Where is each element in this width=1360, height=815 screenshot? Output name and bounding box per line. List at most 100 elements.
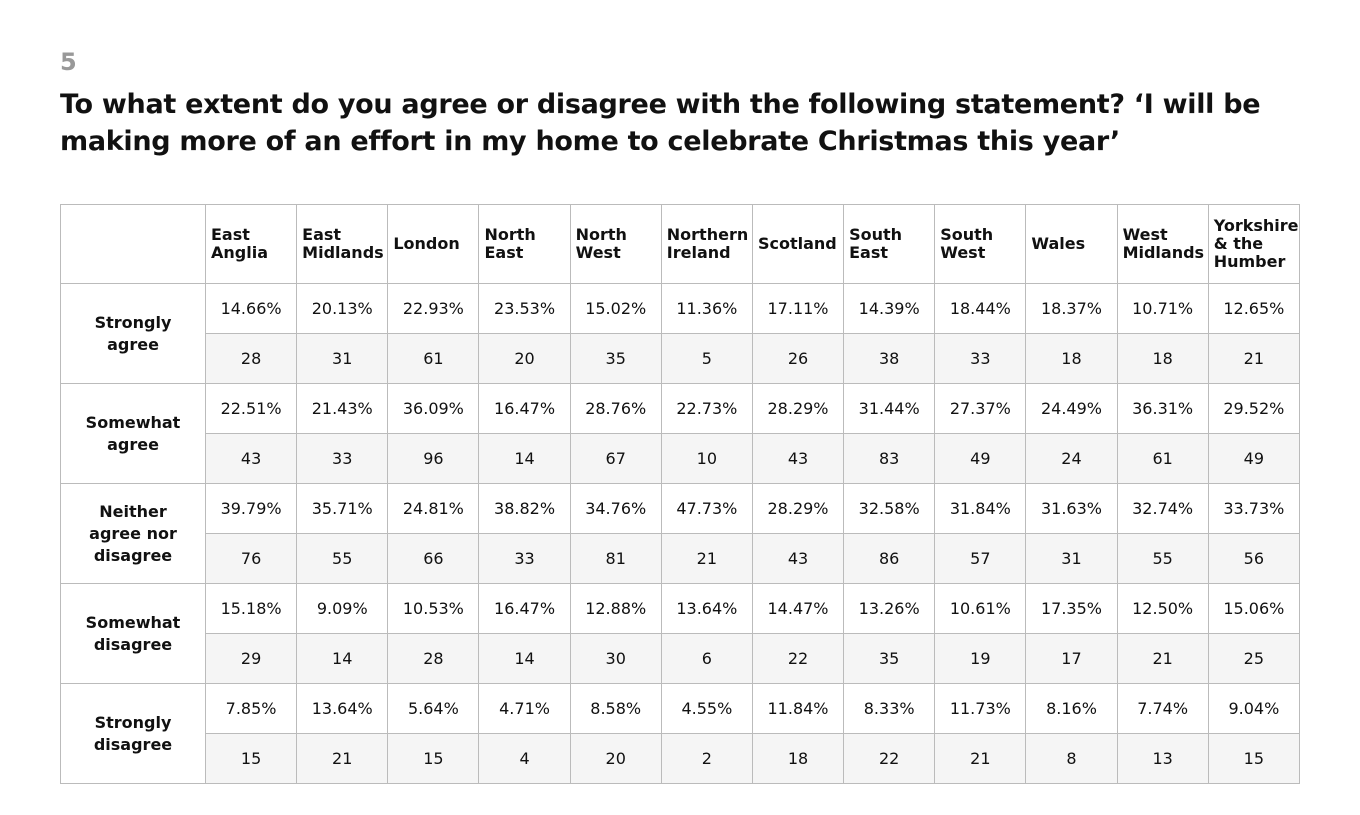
- percent-row: Strongly disagree 7.85% 13.64% 5.64% 4.71% 8.…: [60, 683, 1301, 784]
- percent-cell: 17.35%: [1025, 583, 1118, 634]
- percent-cell: 14.47%: [751, 583, 845, 634]
- percent-cell: 10.53%: [387, 583, 480, 634]
- percent-cell: 10.61%: [934, 583, 1027, 634]
- count-cell: 18: [1025, 333, 1118, 384]
- percent-cell: 11.84%: [751, 683, 845, 734]
- count-cell: 13: [1116, 733, 1209, 784]
- row-label: Strongly disagree: [60, 683, 206, 784]
- count-cell: 28: [204, 333, 298, 384]
- percent-cell: 17.11%: [751, 283, 845, 334]
- percent-cell: 15.18%: [204, 583, 298, 634]
- percent-row: Somewhat disagree 15.18% 9.09% 10.53% 16.47%…: [60, 583, 1301, 684]
- percent-cell: 7.85%: [204, 683, 298, 734]
- count-cell: 2: [660, 733, 753, 784]
- percent-cell: 11.36%: [660, 283, 753, 334]
- percent-cell: 21.43%: [296, 383, 389, 434]
- count-cell: 49: [1207, 433, 1301, 484]
- percent-cell: 16.47%: [478, 383, 571, 434]
- percent-cell: 12.65%: [1207, 283, 1301, 334]
- percent-cell: 36.31%: [1116, 383, 1209, 434]
- count-cell: 43: [751, 433, 845, 484]
- column-header: South East: [843, 204, 936, 284]
- count-cell: 57: [934, 533, 1027, 584]
- column-header: West Midlands: [1116, 204, 1209, 284]
- count-cell: 21: [1116, 633, 1209, 684]
- count-cell: 81: [569, 533, 662, 584]
- count-row: 29 14 28 14 30 6 22 35 19 17 21 25: [61, 633, 1301, 684]
- percent-cell: 29.52%: [1207, 383, 1301, 434]
- percent-row: Somewhat agree 22.51% 21.43% 36.09% 16.47% 28…: [60, 383, 1301, 484]
- percent-cell: 28.76%: [569, 383, 662, 434]
- column-header: North East: [478, 204, 571, 284]
- count-row: 28 31 61 20 35 5 26 38 33 18 18 21: [61, 333, 1301, 384]
- percent-cell: 15.06%: [1207, 583, 1301, 634]
- count-cell: 76: [204, 533, 298, 584]
- percent-cell: 28.29%: [751, 483, 845, 534]
- count-cell: 15: [1207, 733, 1301, 784]
- percent-cell: 12.88%: [569, 583, 662, 634]
- percent-cell: 32.74%: [1116, 483, 1209, 534]
- count-cell: 15: [204, 733, 298, 784]
- count-cell: 55: [296, 533, 389, 584]
- count-cell: 18: [1116, 333, 1209, 384]
- percent-cell: 47.73%: [660, 483, 753, 534]
- header-row: East Anglia East Midlands London North East…: [60, 204, 1301, 284]
- percent-cell: 8.58%: [569, 683, 662, 734]
- percent-cell: 18.44%: [934, 283, 1027, 334]
- question-title: To what extent do you agree or disagree …: [60, 89, 1261, 157]
- percent-cell: 8.33%: [843, 683, 936, 734]
- percent-cell: 28.29%: [751, 383, 845, 434]
- percent-cell: 15.02%: [569, 283, 662, 334]
- count-cell: 25: [1207, 633, 1301, 684]
- count-cell: 21: [660, 533, 753, 584]
- percent-cell: 13.26%: [843, 583, 936, 634]
- count-cell: 38: [843, 333, 936, 384]
- percent-cell: 31.84%: [934, 483, 1027, 534]
- count-cell: 15: [387, 733, 480, 784]
- count-cell: 86: [843, 533, 936, 584]
- percent-cell: 4.55%: [660, 683, 753, 734]
- count-cell: 18: [751, 733, 845, 784]
- percent-cell: 22.93%: [387, 283, 480, 334]
- count-cell: 6: [660, 633, 753, 684]
- percent-cell: 33.73%: [1207, 483, 1301, 534]
- row-label: Neither agree nor disagree: [60, 483, 206, 584]
- count-cell: 31: [1025, 533, 1118, 584]
- percent-cell: 35.71%: [296, 483, 389, 534]
- percent-cell: 12.50%: [1116, 583, 1209, 634]
- percent-cell: 13.64%: [660, 583, 753, 634]
- percent-cell: 9.04%: [1207, 683, 1301, 734]
- count-cell: 22: [843, 733, 936, 784]
- count-cell: 33: [934, 333, 1027, 384]
- column-header: Wales: [1025, 204, 1118, 284]
- count-cell: 8: [1025, 733, 1118, 784]
- percent-cell: 16.47%: [478, 583, 571, 634]
- count-cell: 43: [204, 433, 298, 484]
- percent-cell: 10.71%: [1116, 283, 1209, 334]
- percent-cell: 18.37%: [1025, 283, 1118, 334]
- count-cell: 33: [478, 533, 571, 584]
- count-cell: 10: [660, 433, 753, 484]
- question-number: 5: [60, 48, 77, 76]
- percent-cell: 5.64%: [387, 683, 480, 734]
- column-header: London: [387, 204, 480, 284]
- count-cell: 35: [843, 633, 936, 684]
- results-table: East Anglia East Midlands London North East…: [60, 204, 1301, 784]
- count-cell: 67: [569, 433, 662, 484]
- percent-cell: 34.76%: [569, 483, 662, 534]
- percent-cell: 20.13%: [296, 283, 389, 334]
- count-cell: 5: [660, 333, 753, 384]
- percent-cell: 24.81%: [387, 483, 480, 534]
- column-header: East Anglia: [204, 204, 298, 284]
- count-cell: 14: [478, 433, 571, 484]
- count-cell: 26: [751, 333, 845, 384]
- percent-cell: 31.44%: [843, 383, 936, 434]
- percent-cell: 24.49%: [1025, 383, 1118, 434]
- count-cell: 33: [296, 433, 389, 484]
- percent-cell: 8.16%: [1025, 683, 1118, 734]
- count-cell: 55: [1116, 533, 1209, 584]
- count-cell: 61: [387, 333, 480, 384]
- percent-cell: 39.79%: [204, 483, 298, 534]
- count-cell: 20: [478, 333, 571, 384]
- column-header: Scotland: [751, 204, 845, 284]
